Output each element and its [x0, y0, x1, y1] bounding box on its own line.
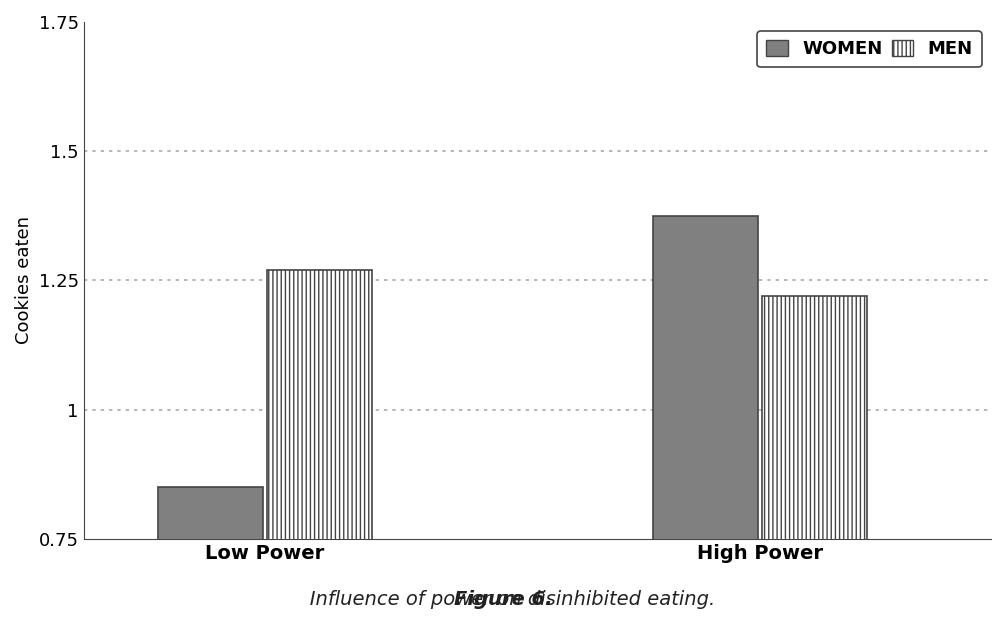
Bar	[158, 487, 264, 628]
Bar	[653, 216, 759, 628]
Bar	[267, 270, 372, 628]
Bar	[762, 296, 867, 628]
Legend: WOMEN, MEN: WOMEN, MEN	[758, 31, 982, 67]
Text: Influence of power on disinhibited eating.: Influence of power on disinhibited eatin…	[291, 590, 715, 609]
Text: Figure 6.: Figure 6.	[454, 590, 552, 609]
Y-axis label: Cookies eaten: Cookies eaten	[15, 217, 33, 344]
